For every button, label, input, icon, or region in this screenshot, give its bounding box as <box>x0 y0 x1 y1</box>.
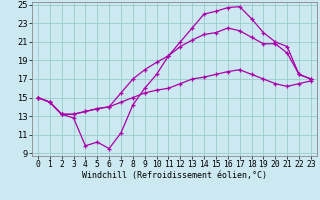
X-axis label: Windchill (Refroidissement éolien,°C): Windchill (Refroidissement éolien,°C) <box>82 171 267 180</box>
